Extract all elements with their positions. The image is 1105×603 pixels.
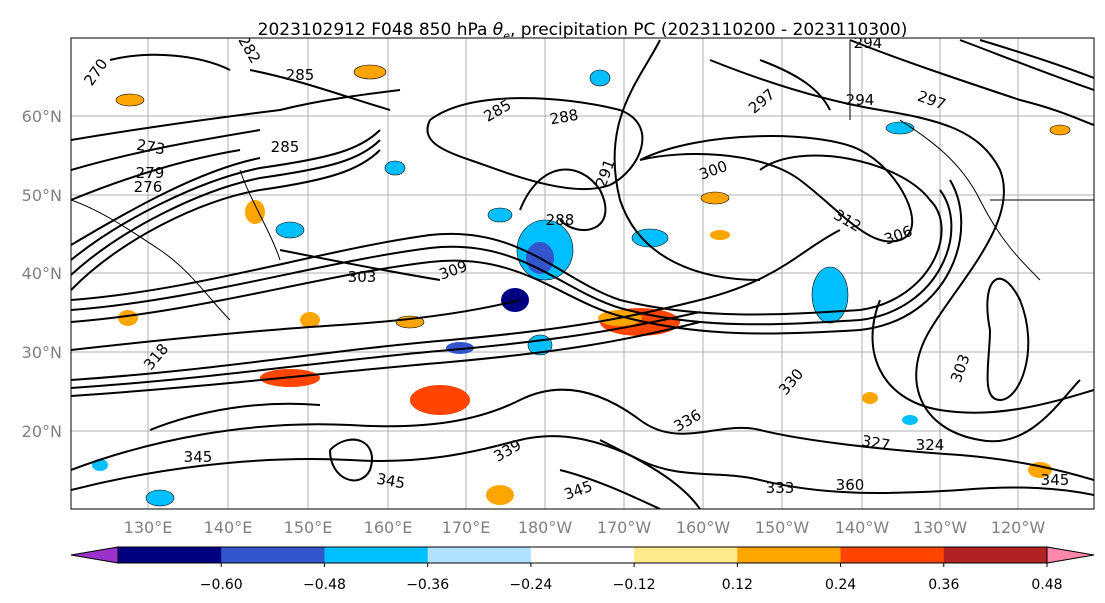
map-panel: 2702732762792822852852852882882912942942… [70, 34, 1095, 510]
lat-label: 30°N [22, 343, 62, 362]
lon-label: 130°E [124, 518, 173, 537]
contour-label: 324 [916, 436, 945, 454]
contour-label: 285 [271, 138, 300, 156]
colorbar-extend-max [1046, 546, 1095, 564]
colorbar-tick-label: −0.24 [509, 577, 552, 593]
lon-label: 120°W [991, 518, 1046, 537]
colorbar-tick-label: −0.12 [613, 577, 656, 593]
colorbar-frame [117, 546, 1048, 564]
title-suffix: , precipitation PC (2023110200 - 2023110… [509, 20, 908, 40]
theta-e-contours [71, 39, 1094, 509]
lon-label: 130°W [913, 518, 968, 537]
colorbar-tick-label: −0.48 [303, 577, 346, 593]
contour-label: 345 [1041, 471, 1070, 489]
lon-label: 160°E [364, 518, 413, 537]
latitude-labels: 60°N 50°N 40°N 30°N 20°N [22, 107, 62, 441]
map-frame [70, 37, 1095, 510]
colorbar-swatch [840, 547, 945, 563]
colorbar-swatch [427, 547, 532, 563]
colorbar-tick-label: 0.24 [825, 577, 856, 593]
lon-label: 180°W [518, 518, 573, 537]
contour-label: 345 [375, 470, 406, 493]
title-theta: θ [492, 20, 504, 40]
colorbar-swatch [324, 547, 429, 563]
contour-label: 276 [134, 178, 163, 196]
colorbar-swatch [221, 547, 325, 563]
contour-label: 294 [846, 91, 875, 109]
colorbar-extend-min [70, 546, 119, 564]
lon-label: 170°E [442, 518, 491, 537]
colorbar-tick-label: −0.60 [200, 577, 243, 593]
colorbar-swatch [634, 547, 738, 563]
lon-label: 140°E [204, 518, 253, 537]
colorbar-tick-label: 0.48 [1031, 577, 1062, 593]
lat-label: 20°N [22, 422, 62, 441]
lon-label: 160°W [676, 518, 731, 537]
contour-label: 294 [854, 34, 883, 52]
title-theta-sub: e [503, 29, 510, 43]
contour-label: 288 [548, 106, 579, 129]
colorbar-tick-label: 0.12 [722, 577, 753, 593]
contour-label: 333 [766, 479, 795, 497]
colorbar-swatch [943, 547, 1048, 563]
colorbar-swatch [530, 547, 635, 563]
colorbar-tick-label: 0.36 [928, 577, 959, 593]
contour-label: 288 [546, 211, 575, 229]
lat-label: 60°N [22, 107, 62, 126]
contour-label: 285 [286, 66, 315, 84]
lon-label: 150°W [755, 518, 810, 537]
contour-label: 327 [860, 432, 891, 455]
coastlines [71, 40, 1094, 321]
colorbar-swatch [737, 547, 842, 563]
title-prefix: 2023102912 F048 850 hPa [257, 20, 493, 40]
colorbar-swatch [118, 547, 222, 563]
contour-label: 279 [136, 164, 165, 182]
contour-label: 345 [184, 448, 213, 466]
contour-label: 273 [135, 136, 166, 159]
colorbar: −0.60 −0.48 −0.36 −0.24 −0.12 0.12 0.24 0.36 0.4… [70, 546, 1095, 593]
contour-label: 360 [836, 476, 865, 494]
contour-label: 303 [348, 268, 377, 286]
lat-label: 40°N [22, 264, 62, 283]
lon-label: 150°E [284, 518, 333, 537]
lon-label: 140°W [835, 518, 890, 537]
lon-label: 170°W [597, 518, 652, 537]
colorbar-tick-label: −0.36 [406, 577, 449, 593]
lat-label: 50°N [22, 186, 62, 205]
longitude-labels: 130°E 140°E 150°E 160°E 170°E 180°W 170°W 160°W… [124, 518, 1046, 537]
